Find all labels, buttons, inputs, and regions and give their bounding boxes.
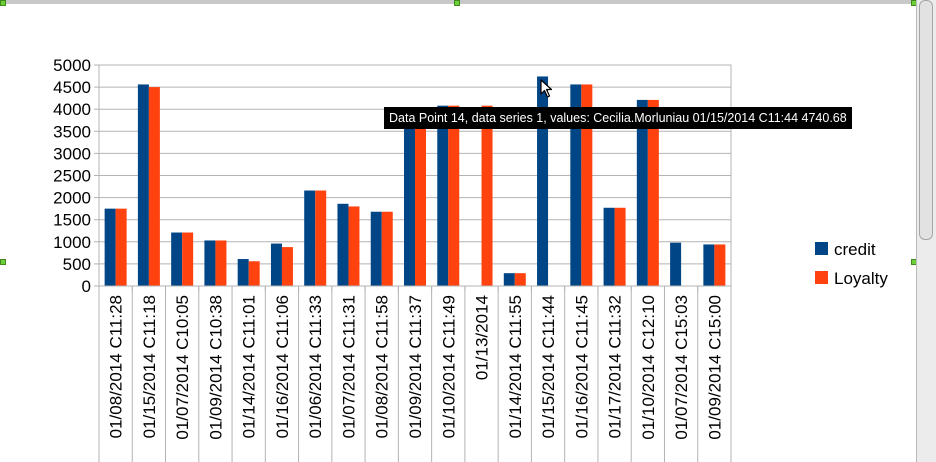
bar-loyalty[interactable] <box>714 244 726 286</box>
y-tick-label: 1000 <box>53 233 91 252</box>
x-tick-label: 01/10/2014 C12:10 <box>639 295 658 440</box>
scrollbar-thumb[interactable] <box>919 0 933 240</box>
y-tick-label: 2500 <box>53 167 91 186</box>
bar-credit[interactable] <box>204 240 216 286</box>
bar-credit[interactable] <box>636 99 648 286</box>
y-tick-label: 4500 <box>53 78 91 97</box>
bar-loyalty[interactable] <box>315 190 327 286</box>
plot-area-frame <box>98 64 732 287</box>
bar-loyalty[interactable] <box>182 232 194 286</box>
y-tick-label: 1500 <box>53 211 91 230</box>
x-tick-label: 01/15/2014 C11:18 <box>140 295 159 438</box>
bar-credit[interactable] <box>304 190 316 286</box>
bar-credit[interactable] <box>537 76 549 287</box>
selection-handle-top-center[interactable] <box>454 0 460 6</box>
bar-loyalty[interactable] <box>448 105 460 286</box>
vertical-scrollbar[interactable] <box>916 0 936 462</box>
bar-loyalty[interactable] <box>581 84 593 286</box>
y-tick-label: 4000 <box>53 100 91 119</box>
bar-credit[interactable] <box>171 232 183 286</box>
mouse-pointer-icon <box>540 79 553 98</box>
legend-swatch-credit <box>815 242 828 255</box>
bar-loyalty[interactable] <box>415 107 426 287</box>
y-tick-label: 3500 <box>53 122 91 141</box>
bar-loyalty[interactable] <box>614 207 626 286</box>
bar-loyalty[interactable] <box>647 99 659 286</box>
x-tick-label: 01/16/2014 C11:45 <box>572 295 591 438</box>
selection-handle-top-left[interactable] <box>0 0 6 6</box>
bar-credit[interactable] <box>603 207 615 286</box>
data-point-tooltip: Data Point 14, data series 1, values: Ce… <box>384 107 852 129</box>
y-tick-label: 0 <box>82 277 91 296</box>
x-tick-label: 01/08/2014 C11:58 <box>373 295 392 438</box>
x-tick-label: 01/14/2014 C11:55 <box>506 295 525 438</box>
x-tick-label: 01/16/2014 C11:06 <box>273 295 292 438</box>
bar-credit[interactable] <box>237 259 249 286</box>
y-tick-label: 2000 <box>53 189 91 208</box>
bar-credit[interactable] <box>104 208 116 286</box>
x-tick-label: 01/13/2014 <box>473 295 492 380</box>
bar-loyalty[interactable] <box>248 261 260 286</box>
bar-loyalty[interactable] <box>381 211 393 286</box>
x-tick-label: 01/17/2014 C11:32 <box>606 295 625 438</box>
x-tick-label: 01/07/2014 C10:05 <box>173 295 192 440</box>
x-tick-label: 01/09/2014 C10:38 <box>206 295 225 440</box>
selection-handle-middle-left[interactable] <box>0 259 6 265</box>
y-tick-label: 5000 <box>53 56 91 75</box>
bar-loyalty[interactable] <box>281 247 293 286</box>
x-tick-label: 01/15/2014 C11:44 <box>539 295 558 438</box>
legend-swatch-loyalty <box>815 271 828 284</box>
bar-chart[interactable]: 0 500 1000 1500 2000 2500 3000 3500 4000 4500 5000… <box>0 0 916 462</box>
bar-loyalty[interactable] <box>115 208 127 286</box>
bar-credit[interactable] <box>670 242 682 286</box>
bar-credit[interactable] <box>137 84 149 286</box>
bar-credit[interactable] <box>703 244 715 286</box>
legend-label-loyalty: Loyalty <box>834 269 888 288</box>
bar-credit[interactable] <box>404 107 415 287</box>
bar-credit[interactable] <box>437 105 449 286</box>
bar-loyalty[interactable] <box>514 273 526 286</box>
bar-credit[interactable] <box>503 273 515 286</box>
bar-loyalty[interactable] <box>481 105 493 286</box>
y-tick-label: 500 <box>63 255 91 274</box>
bar-credit[interactable] <box>570 84 582 286</box>
bar-loyalty[interactable] <box>148 87 160 286</box>
bar-loyalty[interactable] <box>348 206 360 286</box>
bar-loyalty[interactable] <box>215 240 227 286</box>
x-tick-label: 01/07/2014 C15:03 <box>672 295 691 440</box>
x-tick-label: 01/07/2014 C11:31 <box>339 295 358 438</box>
legend-label-credit: credit <box>834 240 876 259</box>
bar-credit[interactable] <box>370 211 382 286</box>
x-tick-label: 01/06/2014 C11:33 <box>306 295 325 438</box>
bar-credit[interactable] <box>270 243 282 286</box>
x-tick-label: 01/09/2014 C11:37 <box>406 295 425 438</box>
x-tick-label: 01/14/2014 C11:01 <box>240 295 259 438</box>
y-tick-label: 3000 <box>53 144 91 163</box>
x-tick-label: 01/08/2014 C11:28 <box>107 295 126 438</box>
x-tick-label: 01/10/2014 C11:49 <box>439 295 458 438</box>
x-tick-label: 01/09/2014 C15:00 <box>705 295 724 440</box>
bar-credit[interactable] <box>337 203 349 286</box>
